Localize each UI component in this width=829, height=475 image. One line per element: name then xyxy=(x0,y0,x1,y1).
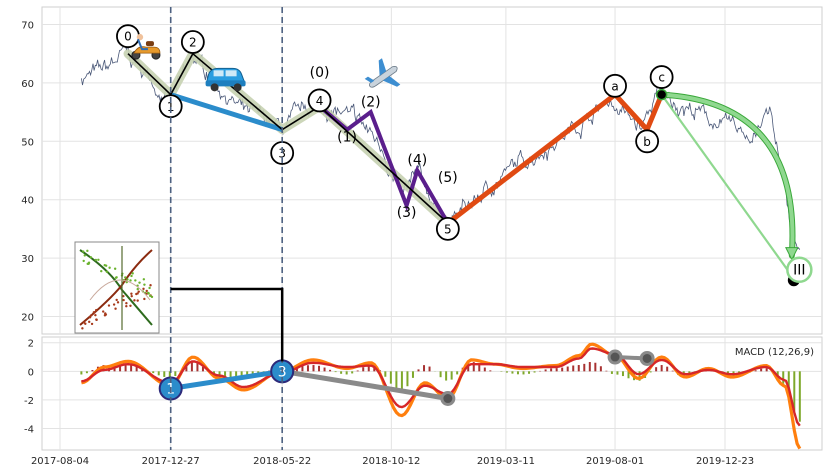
wave-label-circle xyxy=(603,73,627,98)
x-tick-label: 2018-05-22 xyxy=(253,456,311,467)
green-projection-line xyxy=(660,93,797,283)
wave-label-text: 0 xyxy=(124,30,132,44)
trend-thumbnail-icon xyxy=(74,241,160,334)
wave-label-circle xyxy=(635,129,660,154)
wave-paren-label: (0) xyxy=(310,65,330,81)
wave-label-text: c xyxy=(658,71,665,85)
wave-label-circle xyxy=(786,256,813,284)
wave-label-text: 4 xyxy=(316,94,324,108)
wave-label-text: 1 xyxy=(167,100,175,114)
wave-paren-label: (4) xyxy=(407,153,427,169)
wave-paren-label: (3) xyxy=(397,205,417,221)
black-connector-line xyxy=(170,287,284,362)
wave-label-text: a xyxy=(611,79,618,93)
wave-label-text: III xyxy=(793,262,805,278)
macd-y-tick-label: 0 xyxy=(28,367,34,378)
wave-paren-label: (5) xyxy=(438,170,458,186)
price-y-tick-label: 40 xyxy=(21,196,34,207)
wave-label-text: 3 xyxy=(278,146,286,160)
price-panel: 20 30 40 50 60 70 0 1 2 3 4 5 a b c III (0) (1) (2) (3) (4) (… xyxy=(21,6,823,335)
primary-wave-line xyxy=(127,52,449,224)
macd-y-tick-label: -4 xyxy=(24,425,34,436)
price-y-tick-label: 50 xyxy=(21,137,34,148)
orange-correction-line xyxy=(446,92,664,226)
macd-panel: 20-2-413MACD (12,26,9)2017-08-042017-12-… xyxy=(24,336,823,467)
airplane-icon xyxy=(364,58,401,88)
price-y-tick-label: 20 xyxy=(21,312,34,323)
macd-y-tick-label: 2 xyxy=(28,339,34,350)
wave-label-circle xyxy=(649,65,674,89)
blue-wave-line xyxy=(169,92,283,132)
price-plot-area xyxy=(41,6,823,335)
price-y-tick-label: 60 xyxy=(21,79,34,90)
green-curve-arrow xyxy=(659,92,795,258)
car-icon xyxy=(205,67,246,92)
x-tick-label: 2017-12-27 xyxy=(142,456,200,467)
macd-gray-dot xyxy=(607,349,623,365)
macd-gray-dot xyxy=(440,391,456,407)
wave-paren-label: (2) xyxy=(361,94,381,110)
x-tick-label: 2018-10-12 xyxy=(362,456,420,467)
wave-c-dot xyxy=(655,88,668,101)
wave-label-circle xyxy=(435,216,460,241)
macd-gray-link xyxy=(281,368,449,401)
price-y-tick-label: 30 xyxy=(21,254,34,265)
purple-subwave-line xyxy=(318,104,450,225)
x-tick-label: 2019-12-23 xyxy=(696,456,754,467)
wave-label-text: 2 xyxy=(189,36,197,50)
scooter-icon xyxy=(131,33,161,60)
wave-paren-label: (1) xyxy=(337,129,357,145)
macd-legend: MACD (12,26,9) xyxy=(735,347,814,358)
x-tick-label: 2019-03-11 xyxy=(477,456,535,467)
x-tick-label: 2019-08-01 xyxy=(586,456,644,467)
price-y-tick-label: 70 xyxy=(21,21,34,32)
macd-y-tick-label: -2 xyxy=(24,396,34,407)
wave-label-circle xyxy=(180,30,205,54)
wave-label-circle xyxy=(307,88,332,113)
x-tick-label: 2017-08-04 xyxy=(31,456,89,467)
macd-blue-link xyxy=(170,368,283,391)
wave-label-text: 5 xyxy=(444,222,452,236)
wave-label-text: b xyxy=(643,135,651,149)
green-arrowhead xyxy=(785,247,799,261)
overlay xyxy=(169,7,284,450)
signal-line xyxy=(81,347,801,427)
macd-gray-dot xyxy=(639,350,655,366)
